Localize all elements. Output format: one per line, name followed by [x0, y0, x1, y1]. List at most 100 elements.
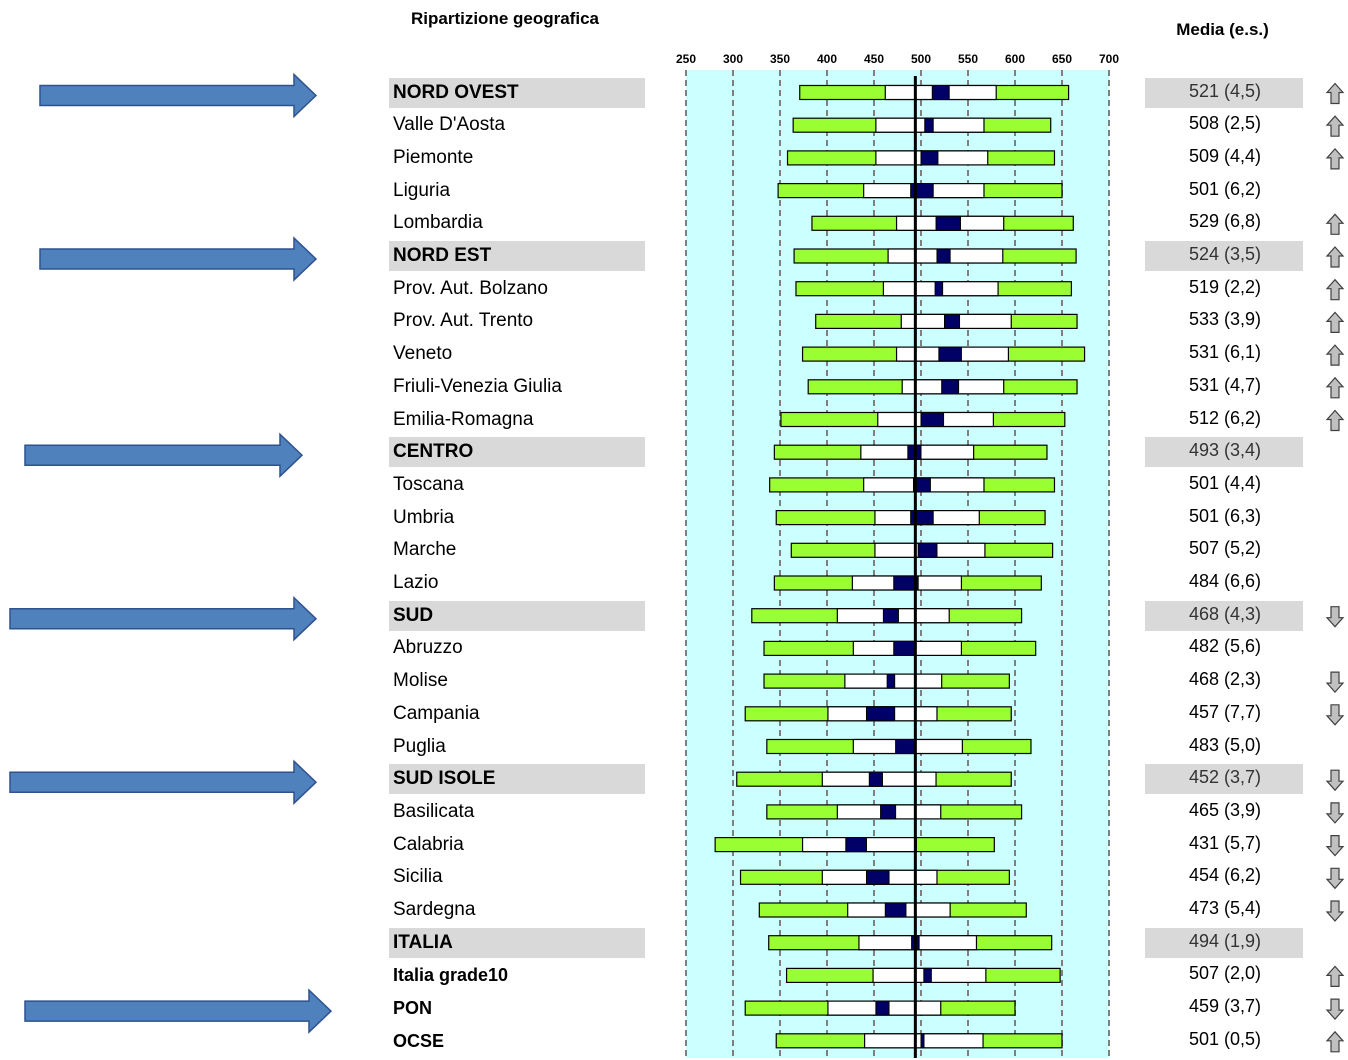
mean-number: 454 [1188, 865, 1220, 886]
standard-error: (5,7) [1219, 832, 1262, 853]
group-row-background [389, 764, 645, 795]
mean-value: 533 (3,9) [1150, 304, 1300, 334]
pointer-arrow-icon [24, 432, 304, 478]
mean-value: 465 (3,9) [1150, 795, 1300, 825]
chart-band [686, 70, 1109, 1058]
mean-value: 501 (0,5) [1150, 1024, 1300, 1054]
mean-number: 507 [1188, 963, 1220, 984]
trend-up-icon [1325, 344, 1345, 366]
mean-value: 512 (6,2) [1150, 403, 1300, 433]
mean-value: 493 (3,4) [1150, 435, 1300, 465]
x-tick-label: 250 [676, 52, 696, 66]
mean-confidence-interval [880, 804, 897, 820]
mean-confidence-interval [893, 640, 915, 656]
mean-value: 501 (4,4) [1150, 468, 1300, 498]
mean-value: 457 (7,7) [1150, 697, 1300, 727]
mean-value: 468 (2,3) [1150, 664, 1300, 694]
trend-up-icon [1325, 965, 1345, 988]
group-value-background [1145, 764, 1303, 795]
standard-error: (5,4) [1219, 898, 1262, 918]
trend-up-icon [1325, 409, 1345, 432]
group-row-background [389, 600, 645, 631]
group-value-background [1145, 600, 1303, 631]
x-tick-label: 500 [911, 52, 931, 66]
region-group-label: SUD [393, 604, 434, 626]
mean-number: 431 [1188, 832, 1220, 853]
media-column-header: Media (e.s.) [1176, 20, 1269, 39]
mean-value: 529 (6,8) [1150, 206, 1300, 236]
trend-down-icon [1325, 671, 1345, 694]
region-label: Toscana [393, 473, 464, 495]
standard-error: (1,9) [1219, 930, 1262, 951]
mean-confidence-interval [882, 608, 899, 624]
mean-value: 507 (5,2) [1150, 533, 1300, 563]
region-label: Basilicata [393, 800, 475, 822]
mean-number: 533 [1188, 309, 1220, 330]
mean-number: 531 [1188, 374, 1220, 395]
standard-error: (6,8) [1219, 211, 1262, 232]
pointer-arrow-icon [9, 759, 318, 805]
region-label: Lazio [393, 572, 439, 593]
standard-error: (3,5) [1219, 244, 1262, 264]
standard-error: (4,4) [1219, 145, 1262, 166]
mean-number: 493 [1188, 440, 1220, 461]
standard-error: (2,2) [1219, 276, 1262, 297]
trend-down-icon [1325, 900, 1345, 922]
standard-error: (2,0) [1219, 963, 1262, 984]
mean-number: 509 [1188, 145, 1220, 166]
x-tick-label: 600 [1005, 52, 1025, 66]
mean-value: 531 (6,1) [1150, 337, 1300, 367]
mean-confidence-interval [917, 542, 938, 558]
region-label: Marche [393, 539, 457, 561]
mean-confidence-interval [941, 379, 960, 395]
region-label: PON [393, 998, 433, 1019]
mean-number: 452 [1188, 767, 1220, 788]
pointer-arrow-icon [24, 988, 333, 1034]
trend-down-icon [1325, 802, 1345, 824]
trend-up-icon [1325, 213, 1345, 235]
mean-value: 459 (3,7) [1150, 991, 1300, 1021]
mean-value: 509 (4,4) [1150, 141, 1300, 171]
standard-error: (5,6) [1219, 636, 1262, 657]
region-label: Sicilia [393, 866, 443, 888]
mean-value: 524 (3,5) [1150, 239, 1300, 269]
pointer-arrow-icon [39, 72, 318, 119]
trend-down-icon [1325, 606, 1345, 628]
group-row-background [389, 437, 645, 468]
standard-error: (3,9) [1219, 799, 1262, 820]
mean-value: 501 (6,3) [1150, 501, 1300, 531]
mean-number: 468 [1188, 603, 1220, 624]
trend-down-icon [1325, 704, 1345, 726]
standard-error: (5,2) [1219, 538, 1262, 559]
trend-up-icon [1325, 246, 1345, 268]
region-label: Puglia [393, 735, 446, 757]
mean-confidence-interval [931, 85, 950, 100]
mean-number: 483 [1188, 734, 1220, 755]
mean-confidence-interval [920, 1033, 925, 1049]
trend-down-icon [1325, 834, 1345, 857]
standard-error: (4,3) [1219, 603, 1262, 624]
standard-error: (3,7) [1219, 996, 1262, 1017]
group-value-background [1145, 437, 1303, 468]
region-label: Molise [393, 670, 448, 692]
region-label: Lombardia [393, 212, 483, 234]
mean-value: 508 (2,5) [1150, 108, 1300, 138]
mean-value: 454 (6,2) [1150, 860, 1300, 890]
x-tick-label: 700 [1099, 52, 1119, 66]
region-label: Liguria [393, 179, 451, 201]
standard-error: (4,7) [1219, 374, 1262, 395]
region-group-label: NORD OVEST [393, 81, 519, 103]
mean-number: 501 [1188, 178, 1220, 199]
x-tick-label: 400 [817, 52, 837, 66]
x-tick-label: 650 [1052, 52, 1072, 66]
standard-error: (7,7) [1219, 701, 1262, 722]
mean-number: 507 [1188, 538, 1220, 559]
x-tick-label: 450 [864, 52, 884, 66]
mean-number: 494 [1188, 930, 1220, 951]
region-group-label: NORD EST [393, 245, 492, 266]
region-label: Veneto [393, 343, 453, 365]
mean-confidence-interval [868, 771, 883, 787]
mean-confidence-interval [865, 706, 896, 722]
mean-number: 468 [1188, 669, 1220, 690]
trend-up-icon [1325, 147, 1345, 170]
